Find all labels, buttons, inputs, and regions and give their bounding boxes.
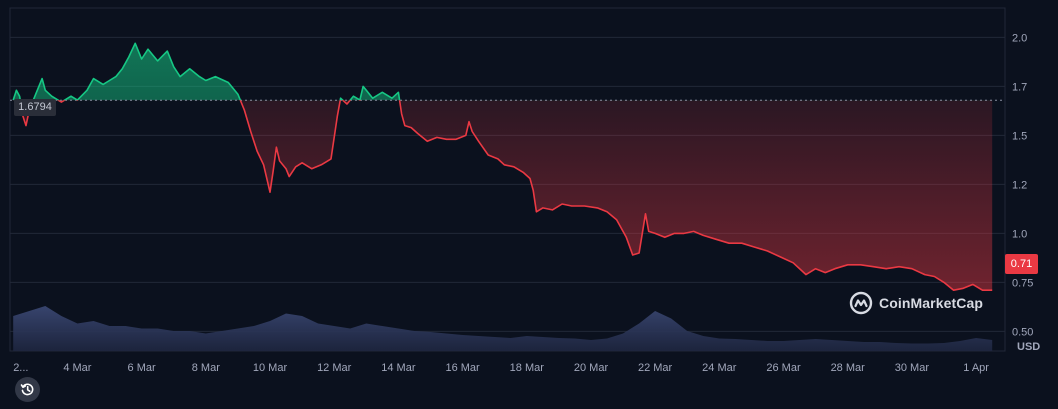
price-area bbox=[13, 43, 993, 291]
x-tick-label-5: 12 Mar bbox=[317, 362, 352, 374]
x-tick-label-15: 1 Apr bbox=[963, 362, 989, 374]
area-above-reference bbox=[13, 43, 993, 101]
x-tick-label-7: 16 Mar bbox=[445, 362, 480, 374]
y-tick-label-5: 1.7 bbox=[1012, 81, 1027, 93]
y-tick-label-0: 0.50 bbox=[1012, 326, 1033, 338]
x-tick-label-11: 24 Mar bbox=[702, 362, 737, 374]
x-tick-label-3: 8 Mar bbox=[192, 362, 220, 374]
price-line-down bbox=[13, 100, 993, 291]
x-tick-label-12: 26 Mar bbox=[766, 362, 801, 374]
x-tick-label-2: 6 Mar bbox=[128, 362, 156, 374]
x-tick-label-6: 14 Mar bbox=[381, 362, 416, 374]
y-tick-label-1: 0.75 bbox=[1012, 277, 1033, 289]
axes: 0.50 0.75 1.0 1.2 1.5 1.7 2.0 2... 4 Mar 6 Mar 8 M… bbox=[13, 32, 1033, 374]
x-tick-label-4: 10 Mar bbox=[253, 362, 288, 374]
history-button[interactable] bbox=[15, 377, 40, 402]
y-tick-label-4: 1.5 bbox=[1012, 130, 1027, 142]
reference-price-badge: 1.6794 bbox=[14, 99, 56, 116]
x-tick-label-10: 22 Mar bbox=[638, 362, 673, 374]
last-price-badge: 0.71 bbox=[1005, 254, 1038, 274]
x-tick-label-8: 18 Mar bbox=[510, 362, 545, 374]
coinmarketcap-logo-icon bbox=[849, 291, 873, 315]
price-series bbox=[12, 42, 993, 291]
currency-label: USD bbox=[1017, 341, 1041, 353]
x-tick-label-1: 4 Mar bbox=[63, 362, 91, 374]
area-below-reference bbox=[20, 100, 993, 291]
y-tick-label-6: 2.0 bbox=[1012, 32, 1027, 44]
y-tick-label-3: 1.2 bbox=[1012, 179, 1027, 191]
volume-series bbox=[13, 306, 993, 351]
x-tick-label-14: 30 Mar bbox=[895, 362, 930, 374]
watermark: CoinMarketCap bbox=[849, 291, 983, 315]
volume-area bbox=[13, 306, 993, 351]
x-tick-label-0: 2... bbox=[13, 362, 28, 374]
history-icon bbox=[20, 383, 34, 396]
x-tick-label-13: 28 Mar bbox=[831, 362, 866, 374]
watermark-text: CoinMarketCap bbox=[879, 295, 983, 311]
y-tick-label-2: 1.0 bbox=[1012, 228, 1027, 240]
x-tick-label-9: 20 Mar bbox=[574, 362, 609, 374]
price-line-up bbox=[12, 42, 401, 101]
